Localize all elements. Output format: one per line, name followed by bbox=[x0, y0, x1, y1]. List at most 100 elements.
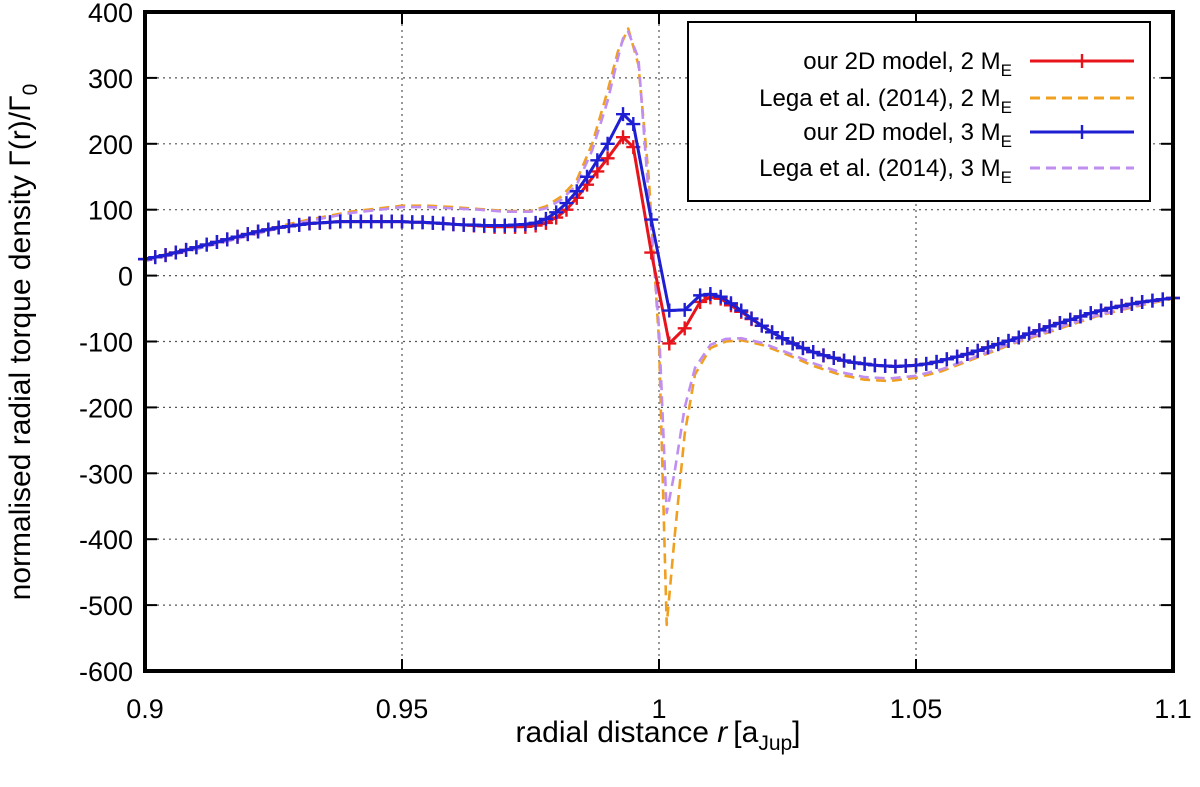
x-tick-label: 0.9 bbox=[126, 694, 164, 724]
series-point bbox=[785, 336, 800, 351]
series-lines bbox=[138, 27, 1180, 627]
plot-frame bbox=[143, 10, 1175, 673]
series-point bbox=[251, 224, 266, 239]
series-point bbox=[600, 136, 615, 151]
legend-label: Lega et al. (2014), 3 ME bbox=[759, 155, 1012, 187]
series-point bbox=[1135, 294, 1150, 309]
series-point bbox=[795, 341, 810, 356]
series-point bbox=[765, 325, 780, 340]
legend-label-name: Lega et al. (2014), 3 M bbox=[759, 155, 1000, 182]
legend-box bbox=[687, 21, 1151, 202]
series-point bbox=[148, 250, 163, 265]
y-tick-label: 400 bbox=[88, 0, 133, 28]
series-point bbox=[626, 117, 641, 132]
series-point bbox=[816, 348, 831, 363]
series-point bbox=[677, 321, 692, 336]
series-point bbox=[713, 289, 728, 304]
series-point bbox=[580, 169, 595, 184]
x-tick-label: 1.1 bbox=[1154, 694, 1192, 724]
series-3 bbox=[144, 30, 1174, 515]
series-point bbox=[857, 356, 872, 371]
series-point bbox=[528, 215, 543, 230]
series-point bbox=[1094, 303, 1109, 318]
y-axis-title-sub: 0 bbox=[19, 84, 42, 96]
y-tick-label: -300 bbox=[79, 459, 133, 489]
series-point bbox=[806, 345, 821, 360]
series-point bbox=[662, 336, 677, 351]
y-tick-label: 0 bbox=[118, 262, 133, 292]
legend-label-name: our 2D model, 2 M bbox=[803, 48, 1000, 75]
series-line bbox=[144, 30, 1174, 515]
y-tick-label: -200 bbox=[79, 393, 133, 423]
legend-label-name: Lega et al. (2014), 2 M bbox=[759, 85, 1000, 112]
series-point bbox=[220, 232, 235, 247]
series-point bbox=[1032, 323, 1047, 338]
series-point bbox=[950, 349, 965, 364]
series-point bbox=[590, 153, 605, 168]
series-point bbox=[569, 184, 584, 199]
y-axis-title-expr: Γ(r)/Γ bbox=[4, 95, 37, 166]
series-point bbox=[1155, 292, 1170, 307]
series-point bbox=[559, 196, 574, 211]
legend-label: our 2D model, 2 ME bbox=[803, 48, 1012, 80]
series-point bbox=[677, 302, 692, 317]
series-point bbox=[754, 318, 769, 333]
legend-label-sub: E bbox=[1001, 98, 1012, 117]
y-tick-label: 200 bbox=[88, 130, 133, 160]
x-tick-label: 1.05 bbox=[890, 694, 943, 724]
legend-label: Lega et al. (2014), 2 ME bbox=[759, 85, 1012, 117]
series-point bbox=[179, 242, 194, 257]
series-point bbox=[723, 296, 738, 311]
series-point bbox=[775, 331, 790, 346]
series-point bbox=[662, 303, 677, 318]
y-axis-title-text: normalised radial torque density bbox=[4, 167, 37, 601]
series-point bbox=[271, 220, 286, 235]
y-tick-label: -100 bbox=[79, 328, 133, 358]
x-tick-label: 0.95 bbox=[376, 694, 429, 724]
x-tick-label: 1 bbox=[651, 694, 666, 724]
series-point bbox=[158, 248, 173, 263]
series-point bbox=[518, 217, 533, 232]
series-point bbox=[538, 211, 553, 226]
series-point bbox=[549, 205, 564, 220]
series-point bbox=[600, 151, 615, 166]
series-point bbox=[230, 229, 245, 244]
x-axis-title-var: r bbox=[717, 716, 728, 749]
series-point bbox=[240, 227, 255, 242]
legend-label-name: our 2D model, 3 M bbox=[803, 119, 1000, 146]
series-point bbox=[189, 240, 204, 255]
series-point bbox=[980, 340, 995, 355]
legend-swatch-marker bbox=[1075, 54, 1089, 68]
y-axis-title: normalised radial torque density Γ(r)/Γ0 bbox=[4, 84, 42, 601]
legend-swatch-marker bbox=[1075, 125, 1089, 139]
series-point bbox=[1011, 330, 1026, 345]
series-point bbox=[909, 358, 923, 373]
series-point bbox=[744, 311, 759, 326]
series-point bbox=[991, 337, 1006, 352]
series-point bbox=[703, 287, 718, 302]
legend-label-sub: E bbox=[1001, 168, 1012, 187]
series-point bbox=[837, 353, 852, 368]
series-point bbox=[919, 356, 934, 371]
series-point bbox=[1114, 298, 1129, 313]
series-point bbox=[960, 347, 975, 362]
y-tick-label: -400 bbox=[79, 525, 133, 555]
series-point bbox=[168, 245, 183, 260]
series-point bbox=[734, 303, 749, 318]
series-point bbox=[1022, 326, 1037, 341]
series-point bbox=[616, 107, 631, 122]
legend-label-sub: E bbox=[1001, 132, 1012, 151]
series-point bbox=[1104, 300, 1119, 315]
series-point bbox=[281, 219, 296, 234]
x-axis-title-text: radial distance bbox=[515, 716, 717, 749]
series-point bbox=[209, 234, 224, 249]
series-point bbox=[199, 237, 214, 252]
x-axis-title-unit-open: [a bbox=[733, 716, 758, 749]
series-2 bbox=[138, 107, 1180, 374]
series-point bbox=[1124, 296, 1139, 311]
y-tick-label: -600 bbox=[79, 657, 133, 687]
series-point bbox=[1052, 316, 1067, 331]
series-point bbox=[1042, 319, 1057, 334]
